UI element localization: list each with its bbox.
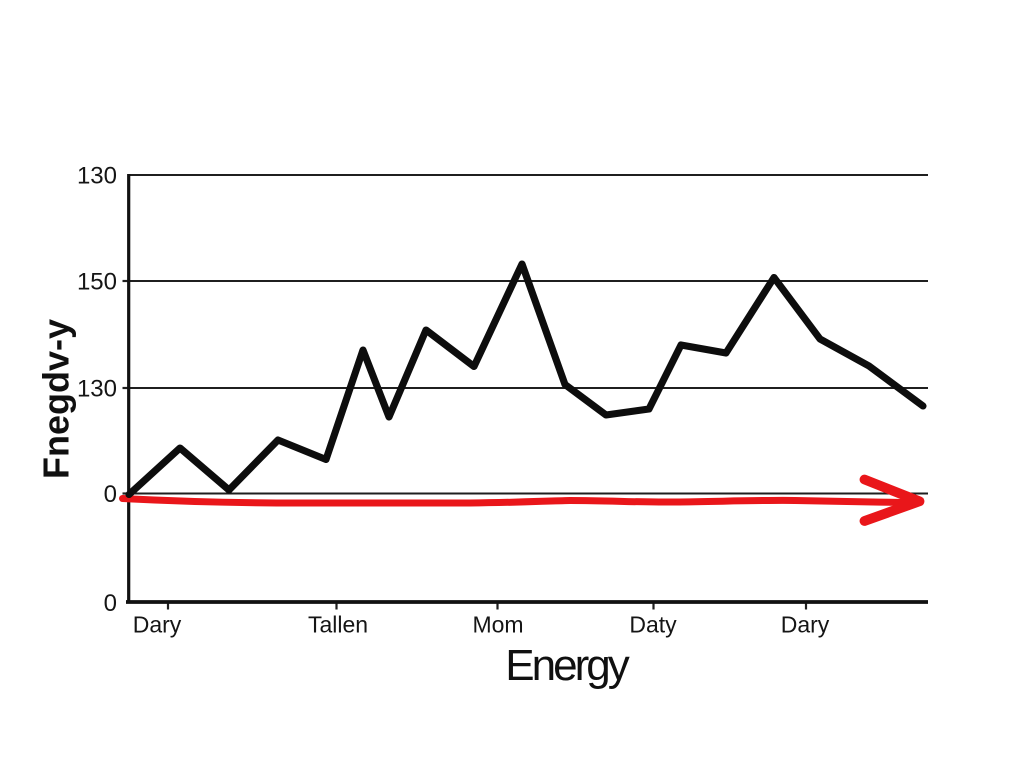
svg-text:Tallen: Tallen: [308, 612, 368, 638]
svg-text:Daty: Daty: [629, 612, 677, 638]
svg-text:Fnegdv-y: Fnegdv-y: [36, 319, 77, 479]
svg-text:130: 130: [77, 163, 117, 190]
svg-text:0: 0: [104, 590, 117, 617]
svg-text:0: 0: [104, 481, 117, 508]
svg-text:150: 150: [77, 269, 117, 296]
svg-text:Mom: Mom: [472, 612, 523, 638]
svg-text:Energy: Energy: [505, 641, 629, 690]
svg-text:Dary: Dary: [781, 612, 830, 638]
svg-text:130: 130: [77, 376, 117, 403]
svg-text:Dary: Dary: [133, 612, 182, 638]
